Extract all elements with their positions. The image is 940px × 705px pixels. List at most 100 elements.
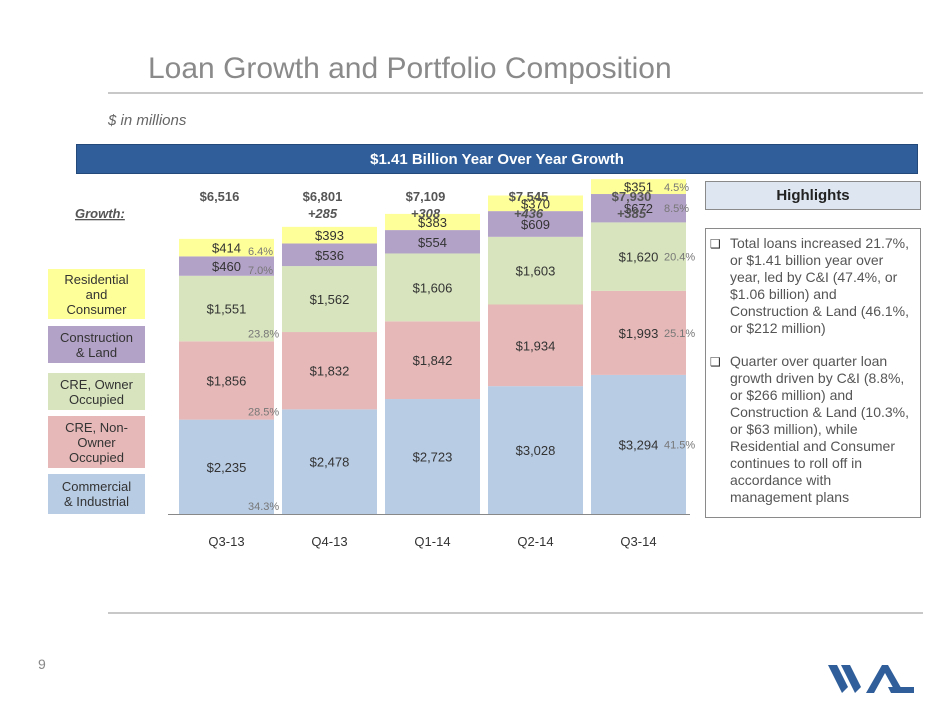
share-percent-label: 20.4% <box>664 252 695 264</box>
page-number: 9 <box>38 656 46 672</box>
growth-banner: $1.41 Billion Year Over Year Growth <box>76 144 918 174</box>
data-label: $609 <box>521 217 550 232</box>
bar-segment <box>179 341 274 420</box>
data-label: $536 <box>315 248 344 263</box>
x-tick-label: Q1-14 <box>414 534 450 549</box>
bar-segment <box>282 409 377 514</box>
legend-item: CRE, Non- Owner Occupied <box>48 416 145 468</box>
loan-stacked-bar-chart: $2,235 $1,856 $1,551 $460 $414 Q3-13 $6,516 $2,… <box>75 179 695 549</box>
data-label: $672 <box>624 201 653 216</box>
data-label: $3,294 <box>619 437 659 452</box>
total-label: $6,516 <box>200 189 240 204</box>
bar-segment <box>591 194 686 223</box>
data-label: $2,723 <box>413 450 453 465</box>
bar-segment <box>282 332 377 410</box>
data-label: $460 <box>212 259 241 274</box>
growth-label: +436 <box>514 206 544 221</box>
data-label: $1,842 <box>413 353 453 368</box>
bar-segment <box>385 399 480 514</box>
x-tick-label: Q2-14 <box>517 534 553 549</box>
highlight-text: Total loans increased 21.7%, or $1.41 bi… <box>730 235 909 336</box>
share-percent-label: 4.5% <box>664 182 689 194</box>
checkbox-bullet-icon: ❑ <box>710 355 721 369</box>
share-percent-label: 41.5% <box>664 439 695 451</box>
data-label: $370 <box>521 196 550 211</box>
checkbox-bullet-icon: ❑ <box>710 237 721 251</box>
units-note: $ in millions <box>108 112 187 129</box>
title-divider <box>108 92 923 94</box>
highlights-header: Highlights <box>705 181 921 210</box>
share-percent-label: 8.5% <box>664 203 689 215</box>
data-label: $2,478 <box>310 455 350 470</box>
legend-label: Construction & Land <box>60 329 133 360</box>
legend-item: Construction & Land <box>48 326 145 363</box>
bar-segment <box>591 290 686 375</box>
share-percent-label: 6.4% <box>248 246 273 258</box>
company-logo-icon <box>828 665 914 693</box>
bar-segment <box>488 195 583 212</box>
page-title: Loan Growth and Portfolio Composition <box>148 52 672 85</box>
legend-label: CRE, Owner Occupied <box>60 376 133 407</box>
bar-segment <box>282 266 377 333</box>
share-percent-label: 23.8% <box>248 328 279 340</box>
legend-item: CRE, Owner Occupied <box>48 373 145 410</box>
x-tick-label: Q4-13 <box>311 534 347 549</box>
share-percent-label: 25.1% <box>664 328 695 340</box>
bar-segment <box>591 222 686 291</box>
legend-label: Residential and Consumer <box>64 271 129 317</box>
bar-segment <box>385 253 480 322</box>
total-label: $7,545 <box>509 189 549 204</box>
bar-segment <box>385 230 480 254</box>
bar-segment <box>488 236 583 305</box>
footer-divider <box>108 612 923 614</box>
bar-segment <box>179 256 274 276</box>
total-label: $6,801 <box>303 189 343 204</box>
data-label: $554 <box>418 235 447 250</box>
data-label: $1,993 <box>619 326 659 341</box>
data-label: $351 <box>624 180 653 195</box>
bar-segment <box>179 238 274 257</box>
highlight-text: Quarter over quarter loan growth driven … <box>730 353 909 505</box>
data-label: $1,832 <box>310 364 350 379</box>
growth-label: +285 <box>308 206 338 221</box>
share-percent-label: 34.3% <box>248 501 279 513</box>
bar-segment <box>488 211 583 237</box>
data-label: $1,603 <box>516 264 556 279</box>
share-percent-label: 7.0% <box>248 265 273 277</box>
total-label: $7,109 <box>406 189 446 204</box>
bar-segment <box>282 243 377 267</box>
growth-label: +308 <box>411 206 441 221</box>
x-tick-label: Q3-14 <box>620 534 656 549</box>
data-label: $3,028 <box>516 443 556 458</box>
data-label: $1,934 <box>516 338 556 353</box>
share-percent-label: 28.5% <box>248 407 279 419</box>
bar-segment <box>488 304 583 387</box>
data-label: $1,562 <box>310 292 350 307</box>
legend-item: Commercial & Industrial <box>48 474 145 514</box>
legend-item: Residential and Consumer <box>48 269 145 319</box>
data-label: $414 <box>212 241 241 256</box>
growth-label: +385 <box>617 206 647 221</box>
bar-segment <box>179 419 274 514</box>
highlights-panel: ❑ Total loans increased 21.7%, or $1.41 … <box>705 228 921 518</box>
total-label: $7,930 <box>612 189 652 204</box>
data-label: $1,551 <box>207 302 247 317</box>
bar-segment <box>591 374 686 514</box>
data-label: $2,235 <box>207 460 247 475</box>
highlight-item: ❑ Total loans increased 21.7%, or $1.41 … <box>710 235 914 337</box>
data-label: $1,856 <box>207 373 247 388</box>
data-label: $393 <box>315 228 344 243</box>
bar-segment <box>179 275 274 342</box>
bar-segment <box>385 321 480 400</box>
bar-segment <box>282 226 377 244</box>
legend-label: CRE, Non- Owner Occupied <box>65 419 128 465</box>
data-label: $1,606 <box>413 280 453 295</box>
growth-row-label: Growth: <box>75 206 125 221</box>
data-label: $383 <box>418 215 447 230</box>
bar-segment <box>385 213 480 231</box>
bar-segment <box>591 179 686 195</box>
x-tick-label: Q3-13 <box>208 534 244 549</box>
data-label: $1,620 <box>619 250 659 265</box>
legend-label: Commercial & Industrial <box>61 479 132 509</box>
bar-segment <box>488 386 583 514</box>
